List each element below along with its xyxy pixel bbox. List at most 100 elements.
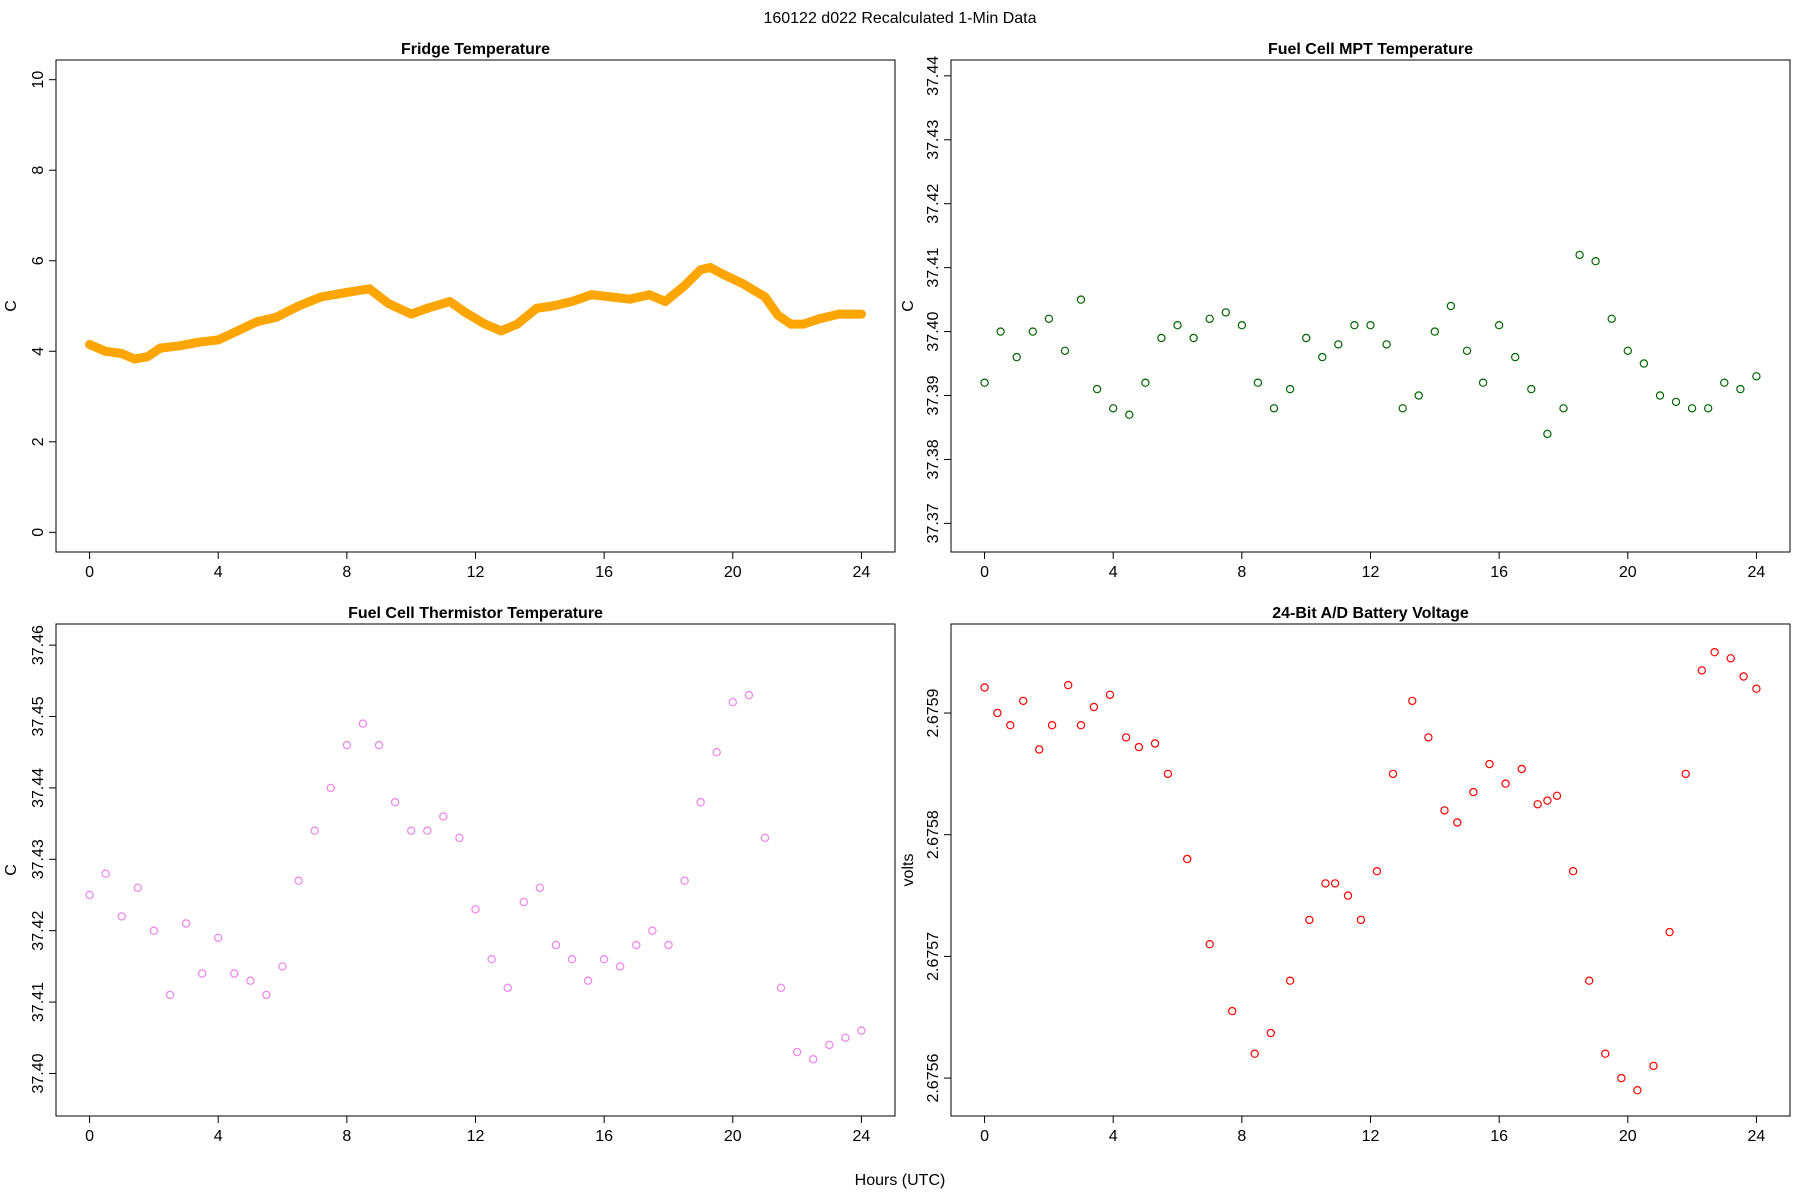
thermistor-data-point [407,826,416,835]
fridge-data-point [213,335,223,345]
battery-data-point [1665,927,1674,937]
fridge-data-point [461,308,471,318]
fridge-data-point [660,297,670,306]
mpt-data-point [1543,429,1552,439]
fridge-y-tick-label: 0 [30,528,47,537]
mpt-x-tick-label: 4 [1109,564,1118,581]
mpt-y-tick-label: 37.41 [925,248,942,288]
thermistor-data-point [841,1033,850,1043]
fridge-x-tick-label: 8 [342,564,351,581]
thermistor-data-point [133,883,142,893]
battery-data-point [1424,733,1433,742]
thermistor-data-point [310,826,319,835]
thermistor-data-point [551,940,561,950]
mpt-x-tick-label: 16 [1490,564,1508,581]
fridge-data-point [445,297,455,306]
fridge-data-point [567,297,577,306]
thermistor-x-tick-label: 20 [724,1128,742,1145]
battery-data-point [1469,787,1478,797]
fridge-data-point [856,309,866,319]
thermistor-data-point [503,983,512,993]
fridge-data-point [760,292,770,302]
thermistor-data-point [728,698,738,707]
thermistor-plot-frame [55,623,896,1117]
fridge-data-point [532,303,542,313]
thermistor-data-point [390,798,400,807]
mpt-data-point [1173,321,1182,330]
fridge-data-point [294,301,304,311]
battery-data-point [1601,1049,1610,1058]
mpt-data-point [1092,384,1102,394]
battery-data-point [1408,696,1417,706]
battery-chart-title: 24-Bit A/D Battery Voltage [1272,605,1469,622]
battery-data-point [1533,800,1542,809]
battery-data-point [1681,769,1690,779]
thermistor-data-point [294,876,303,885]
battery-data-point [1076,721,1086,730]
thermistor-data-point [760,833,770,843]
thermistor-y-tick-label: 37.41 [30,982,47,1022]
fridge-data-point [143,352,152,362]
battery-data-point [1356,915,1366,925]
thermistor-y-tick-label: 37.46 [30,625,47,665]
mpt-y-axis-label: C [900,300,917,312]
thermistor-data-point [326,783,335,793]
thermistor-data-point [358,719,368,728]
mpt-data-point [996,327,1005,336]
fridge-data-point [705,263,715,272]
mpt-data-point [1157,333,1166,343]
battery-data-point [980,683,989,692]
thermistor-x-tick-label: 0 [85,1128,94,1145]
fridge-x-tick-label: 0 [85,564,94,581]
fridge-data-point [480,319,490,329]
battery-x-tick-label: 20 [1619,1128,1637,1145]
thermistor-data-point [664,940,673,950]
mpt-data-point [1301,333,1311,343]
battery-y-tick-label: 2.6758 [925,810,942,859]
battery-data-point [1019,696,1028,706]
thermistor-data-point [825,1040,834,1050]
mpt-x-tick-label: 0 [980,564,989,581]
mpt-data-point [1253,378,1263,387]
battery-data-point [1150,739,1160,748]
battery-data-point [1372,867,1382,876]
battery-data-point [1006,721,1015,730]
mpt-x-tick-label: 24 [1748,564,1766,581]
thermistor-data-point [471,905,480,914]
fridge-chart-title: Fridge Temperature [401,41,550,58]
battery-data-point [1739,672,1748,681]
fridge-data-point [384,299,394,309]
battery-y-axis-label: volts [900,854,917,887]
thermistor-data-point [455,833,464,843]
mpt-data-point [1125,410,1134,419]
mpt-data-point [1591,257,1600,266]
battery-data-point [1343,891,1353,900]
thermistor-x-tick-label: 4 [214,1128,223,1145]
battery-data-point [1227,1006,1237,1016]
battery-data-point [1330,879,1340,888]
fridge-data-point [548,301,558,311]
thermistor-data-point [213,933,223,943]
mpt-data-point [1334,340,1343,349]
mpt-data-point [1141,378,1150,387]
mpt-data-point [1559,404,1568,413]
fridge-data-point [85,340,95,349]
battery-data-point [1266,1028,1276,1038]
fridge-data-point [316,292,326,302]
battery-data-point [1105,690,1115,700]
battery-x-tick-label: 24 [1748,1128,1766,1145]
thermistor-data-point [680,876,689,885]
mpt-data-point [980,378,989,387]
mpt-data-point [1350,321,1359,330]
thermistor-x-tick-label: 8 [342,1128,351,1145]
fridge-data-point [271,312,281,322]
fridge-data-point [101,346,111,356]
thermistor-y-tick-label: 37.42 [30,911,47,951]
battery-data-point [1047,721,1057,730]
mpt-y-tick-label: 37.42 [925,184,942,224]
thermistor-panel: Fuel Cell Thermistor Temperature C 0 4 8 12 16… [3,605,896,1145]
thermistor-chart-title: Fuel Cell Thermistor Temperature [348,605,603,622]
fridge-data-point [773,310,783,320]
thermistor-data-point [616,962,625,971]
mpt-data-point [1720,378,1729,387]
